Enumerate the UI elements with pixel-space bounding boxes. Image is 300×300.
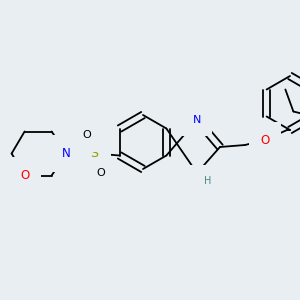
Text: N: N bbox=[193, 115, 201, 125]
Text: H: H bbox=[204, 176, 212, 186]
Text: N: N bbox=[62, 147, 71, 160]
Text: O: O bbox=[20, 169, 29, 182]
Text: O: O bbox=[96, 169, 105, 178]
Text: S: S bbox=[91, 147, 99, 160]
Text: O: O bbox=[82, 130, 91, 140]
Text: N: N bbox=[197, 176, 205, 186]
Text: O: O bbox=[260, 134, 270, 146]
